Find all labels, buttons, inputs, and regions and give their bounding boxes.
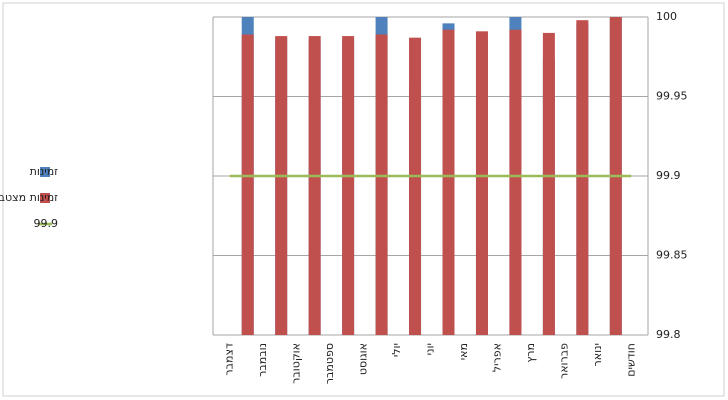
legend-label: זמינות <box>30 165 59 178</box>
y-tick-label: 100 <box>656 10 677 23</box>
x-tick-label: אוגוסט <box>357 343 370 375</box>
legend-label: 99.9 <box>34 217 59 230</box>
x-tick-label: יולי <box>390 343 403 357</box>
y-tick-label: 99.95 <box>656 90 688 103</box>
bar <box>241 34 254 336</box>
legend-label: זמינות מצטבר <box>0 191 58 204</box>
bar <box>308 36 321 335</box>
bar <box>342 36 355 335</box>
bar <box>275 36 288 335</box>
y-tick-label: 99.8 <box>656 328 681 341</box>
bar <box>509 29 522 335</box>
bar <box>475 31 488 336</box>
y-tick-label: 99.9 <box>656 169 681 182</box>
legend-marker <box>40 167 50 177</box>
bar <box>409 37 422 336</box>
bar <box>442 29 455 335</box>
x-tick-label: ינואר <box>591 343 604 366</box>
x-tick-label: מאי <box>457 343 470 360</box>
legend-marker <box>40 193 50 203</box>
x-tick-label: אפריל <box>490 343 503 372</box>
x-tick-label: נובמבר <box>256 343 269 377</box>
x-tick-label: ספטמבר <box>323 343 336 384</box>
x-tick-label: חודשים <box>624 343 637 377</box>
bar <box>375 34 388 336</box>
x-tick-label: מרץ <box>524 343 537 363</box>
bar <box>542 32 555 336</box>
x-tick-label: אוקטובר <box>290 343 303 384</box>
x-tick-label: פברואר <box>557 343 570 379</box>
x-tick-label: יוני <box>424 343 437 355</box>
x-tick-label: דצמבר <box>223 343 236 376</box>
bar <box>576 20 589 336</box>
y-tick-label: 99.85 <box>656 249 688 262</box>
